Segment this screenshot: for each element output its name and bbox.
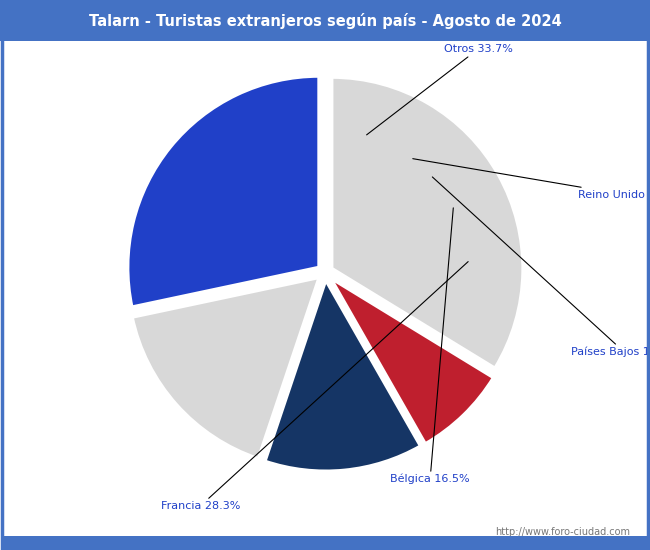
Text: Otros 33.7%: Otros 33.7% (367, 44, 512, 135)
Text: Francia 28.3%: Francia 28.3% (161, 262, 468, 511)
Wedge shape (132, 277, 319, 459)
Text: Países Bajos 13.4%: Países Bajos 13.4% (432, 177, 650, 358)
Text: Reino Unido 8.0%: Reino Unido 8.0% (413, 158, 650, 200)
Wedge shape (330, 278, 493, 444)
Wedge shape (332, 77, 523, 368)
Text: http://www.foro-ciudad.com: http://www.foro-ciudad.com (495, 527, 630, 537)
Text: Talarn - Turistas extranjeros según país - Agosto de 2024: Talarn - Turistas extranjeros según país… (88, 13, 562, 29)
Text: Bélgica 16.5%: Bélgica 16.5% (390, 208, 470, 485)
Wedge shape (265, 280, 421, 471)
Wedge shape (127, 76, 319, 307)
